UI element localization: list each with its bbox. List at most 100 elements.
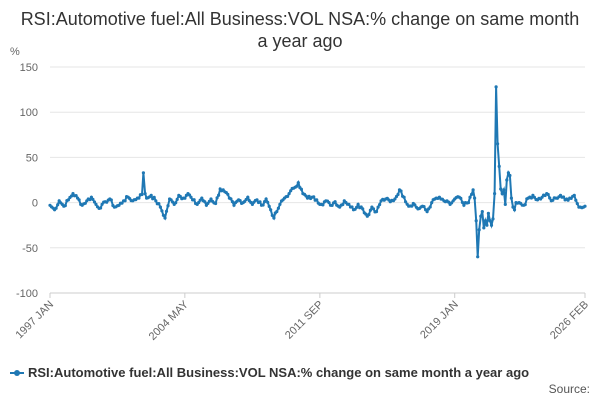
data-point[interactable] bbox=[430, 201, 434, 205]
data-point[interactable] bbox=[109, 198, 113, 202]
data-point[interactable] bbox=[264, 197, 268, 201]
data-point[interactable] bbox=[66, 198, 70, 202]
data-point[interactable] bbox=[476, 255, 480, 259]
data-point[interactable] bbox=[496, 142, 500, 146]
data-point[interactable] bbox=[410, 204, 414, 208]
data-point[interactable] bbox=[163, 216, 167, 220]
data-point[interactable] bbox=[192, 198, 196, 202]
data-point[interactable] bbox=[141, 171, 145, 175]
data-point[interactable] bbox=[378, 203, 382, 207]
data-point[interactable] bbox=[255, 198, 259, 202]
data-point[interactable] bbox=[158, 205, 162, 209]
data-point[interactable] bbox=[532, 195, 537, 199]
data-point[interactable] bbox=[74, 194, 78, 198]
data-point[interactable] bbox=[470, 192, 474, 196]
data-point[interactable] bbox=[166, 204, 170, 208]
data-point[interactable] bbox=[261, 203, 265, 207]
data-point[interactable] bbox=[140, 192, 144, 197]
data-point[interactable] bbox=[175, 197, 179, 201]
data-point[interactable] bbox=[548, 196, 552, 200]
data-point[interactable] bbox=[99, 206, 103, 210]
data-point[interactable] bbox=[479, 214, 483, 218]
data-point[interactable] bbox=[299, 187, 303, 191]
data-point[interactable] bbox=[350, 205, 354, 209]
data-point[interactable] bbox=[583, 204, 587, 208]
data-point[interactable] bbox=[137, 196, 141, 200]
data-point[interactable] bbox=[321, 203, 325, 207]
data-point[interactable] bbox=[396, 192, 400, 197]
data-point[interactable] bbox=[183, 196, 187, 200]
data-point[interactable] bbox=[355, 205, 359, 209]
data-point[interactable] bbox=[160, 209, 164, 213]
data-point[interactable] bbox=[508, 173, 512, 178]
data-point[interactable] bbox=[367, 213, 371, 217]
data-point[interactable] bbox=[494, 85, 498, 89]
data-point[interactable] bbox=[506, 171, 510, 175]
data-point[interactable] bbox=[217, 193, 221, 197]
data-point[interactable] bbox=[315, 198, 319, 202]
data-point[interactable] bbox=[272, 216, 276, 220]
data-point[interactable] bbox=[174, 201, 178, 205]
data-point[interactable] bbox=[244, 197, 248, 202]
data-point[interactable] bbox=[230, 200, 234, 204]
data-point[interactable] bbox=[482, 226, 486, 230]
data-point[interactable] bbox=[574, 198, 578, 202]
data-point[interactable] bbox=[480, 210, 484, 214]
data-point[interactable] bbox=[462, 203, 466, 207]
data-point[interactable] bbox=[402, 195, 406, 199]
data-point[interactable] bbox=[491, 217, 495, 221]
data-point[interactable] bbox=[63, 204, 67, 208]
data-point[interactable] bbox=[149, 193, 153, 197]
data-point[interactable] bbox=[287, 192, 291, 196]
data-point[interactable] bbox=[88, 198, 92, 202]
data-point[interactable] bbox=[500, 192, 504, 196]
data-point[interactable] bbox=[238, 199, 242, 203]
data-point[interactable] bbox=[551, 198, 555, 202]
data-point[interactable] bbox=[295, 184, 299, 188]
data-point[interactable] bbox=[209, 197, 213, 201]
data-point[interactable] bbox=[94, 202, 98, 206]
data-point[interactable] bbox=[258, 200, 262, 204]
data-point[interactable] bbox=[266, 200, 270, 204]
data-point[interactable] bbox=[471, 188, 475, 192]
data-point[interactable] bbox=[505, 178, 509, 182]
data-point[interactable] bbox=[483, 219, 487, 223]
data-point[interactable] bbox=[267, 204, 271, 208]
data-point[interactable] bbox=[69, 194, 74, 198]
data-point[interactable] bbox=[91, 197, 95, 201]
data-point[interactable] bbox=[275, 210, 279, 214]
data-point[interactable] bbox=[393, 197, 397, 201]
data-point[interactable] bbox=[77, 198, 81, 202]
data-point[interactable] bbox=[512, 208, 517, 212]
data-point[interactable] bbox=[226, 192, 230, 196]
data-point[interactable] bbox=[197, 200, 201, 205]
data-point[interactable] bbox=[327, 201, 331, 205]
data-point[interactable] bbox=[152, 195, 156, 199]
data-point[interactable] bbox=[413, 203, 417, 207]
data-point[interactable] bbox=[546, 192, 550, 197]
data-point[interactable] bbox=[157, 202, 161, 206]
data-point[interactable] bbox=[399, 189, 403, 193]
data-point[interactable] bbox=[330, 203, 334, 207]
data-point[interactable] bbox=[276, 206, 280, 210]
data-point[interactable] bbox=[269, 208, 273, 212]
data-point[interactable] bbox=[56, 203, 60, 207]
data-point[interactable] bbox=[374, 210, 379, 214]
data-point[interactable] bbox=[286, 194, 290, 198]
data-point[interactable] bbox=[92, 200, 97, 204]
data-point[interactable] bbox=[368, 208, 372, 212]
data-point[interactable] bbox=[473, 196, 477, 200]
data-point[interactable] bbox=[171, 200, 175, 204]
data-point[interactable] bbox=[246, 195, 250, 199]
data-point[interactable] bbox=[376, 205, 380, 209]
data-point[interactable] bbox=[499, 187, 503, 191]
data-point[interactable] bbox=[468, 195, 472, 199]
data-point[interactable] bbox=[523, 203, 527, 207]
data-point[interactable] bbox=[100, 202, 104, 206]
data-point[interactable] bbox=[263, 200, 267, 204]
legend[interactable]: RSI:Automotive fuel:All Business:VOL NSA… bbox=[10, 365, 529, 380]
data-point[interactable] bbox=[509, 196, 513, 200]
data-point[interactable] bbox=[154, 199, 158, 203]
data-point[interactable] bbox=[356, 202, 360, 206]
data-point[interactable] bbox=[229, 197, 233, 201]
